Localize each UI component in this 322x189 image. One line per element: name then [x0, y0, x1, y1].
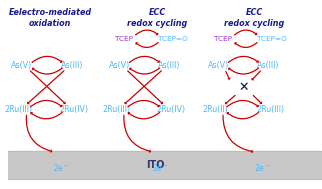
Text: ECC: ECC: [148, 8, 166, 17]
FancyBboxPatch shape: [6, 151, 322, 180]
Text: Eelectro-mediated: Eelectro-mediated: [9, 8, 92, 17]
Text: oxidation: oxidation: [29, 19, 71, 28]
Text: TCEP: TCEP: [214, 36, 232, 42]
Text: 2Ru(III): 2Ru(III): [102, 105, 130, 114]
Text: ECC: ECC: [246, 8, 263, 17]
Text: As(V): As(V): [208, 61, 229, 70]
Text: 2e$^-$: 2e$^-$: [53, 162, 70, 173]
Text: As(III): As(III): [61, 61, 83, 70]
Text: TCEP=O: TCEP=O: [257, 36, 287, 42]
Text: 2Ru(III): 2Ru(III): [5, 105, 33, 114]
Text: ITO: ITO: [146, 160, 165, 170]
Text: ✕: ✕: [238, 81, 249, 94]
Text: As(V): As(V): [109, 61, 130, 70]
Text: 2e$^-$: 2e$^-$: [152, 162, 168, 173]
Text: 2Ru(III): 2Ru(III): [256, 105, 284, 114]
Text: 2Ru(IV): 2Ru(IV): [59, 105, 89, 114]
Text: 2Ru(II): 2Ru(II): [202, 105, 228, 114]
Text: As(V): As(V): [11, 61, 33, 70]
Text: As(III): As(III): [158, 61, 181, 70]
Text: 2Ru(IV): 2Ru(IV): [157, 105, 186, 114]
Text: redox cycling: redox cycling: [127, 19, 187, 28]
Text: TCEP=O: TCEP=O: [158, 36, 188, 42]
Text: As(III): As(III): [257, 61, 280, 70]
Text: redox cycling: redox cycling: [224, 19, 285, 28]
Text: TCEP: TCEP: [115, 36, 133, 42]
Text: 2e$^-$: 2e$^-$: [254, 162, 271, 173]
